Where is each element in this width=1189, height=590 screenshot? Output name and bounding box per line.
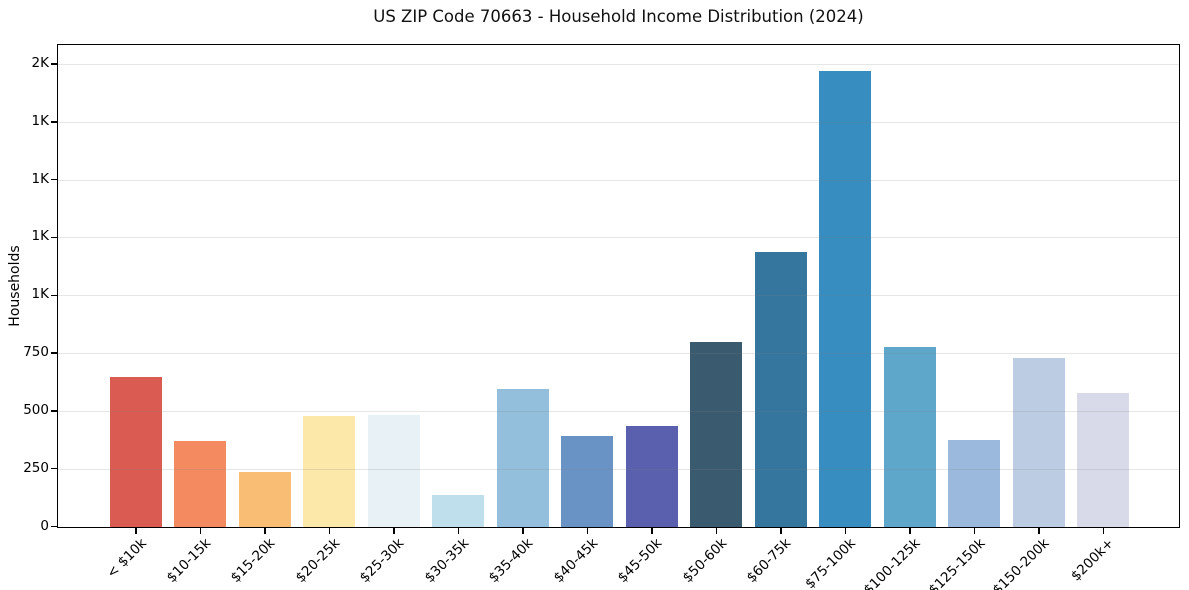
x-tick-label: $45-50k [614,535,666,586]
bar-$20-25k [303,416,355,527]
bar-$75-100k [819,71,871,527]
y-tick-label: 750 [23,344,49,361]
x-tick-mark [780,528,782,534]
y-tick-label: 250 [23,459,49,476]
x-tick-label: $30-35k [421,535,473,586]
y-tick-mark [51,178,58,181]
x-tick-mark [1038,528,1040,534]
gridline [58,64,1179,65]
y-tick-mark [51,236,58,239]
x-tick-mark [1102,528,1105,534]
x-tick-label: $50-60k [679,535,731,586]
x-tick-label: $125-150k [925,535,989,590]
x-tick-mark [393,528,395,534]
x-tick-mark [457,528,460,534]
x-tick-mark [651,528,653,534]
y-tick-mark [51,294,58,296]
x-tick-label: $100-125k [860,535,924,590]
bar-$60-75k [754,251,807,527]
y-tick-label: 1K [31,112,49,129]
bar-$35-40k [496,389,549,527]
gridline [58,237,1179,239]
bars-layer [58,45,1179,527]
y-tick-mark [51,525,58,528]
gridlines-layer [58,45,1179,527]
bar-$15-20k [238,471,291,527]
y-tick-mark [51,121,58,123]
x-tick-label: $40-45k [550,535,602,586]
x-tick-mark [328,528,331,534]
chart-title: US ZIP Code 70663 - Household Income Dis… [373,7,864,26]
gridline [58,468,1179,470]
x-tick-label: $25-30k [356,535,408,586]
gridline [58,410,1179,412]
x-tick-label: $75-100k [802,535,860,590]
bar-$30-35k [432,494,484,527]
y-tick-mark [51,63,58,65]
y-tick-label: 500 [23,401,49,418]
bar-$50-60k [690,342,742,527]
bar-$10-15k [174,441,226,527]
bar-$150-200k [1012,358,1065,527]
y-tick-label: 0 [40,517,49,534]
x-tick-mark [199,528,202,534]
bar-< $10k [109,376,162,527]
bar-$200k+ [1077,392,1129,527]
bar-$40-45k [561,435,613,527]
x-tick-mark [135,528,137,534]
gridline [58,295,1179,297]
gridline [58,121,1179,123]
x-tick-mark [909,528,911,534]
y-axis-label: Households [7,245,23,327]
x-tick-label: $35-40k [485,535,537,586]
x-tick-label: < $10k [103,535,150,582]
x-tick-mark [586,528,589,534]
x-tick-mark [844,528,847,534]
x-tick-mark [973,528,976,534]
bar-$125-150k [948,440,1000,527]
bar-$45-50k [625,426,678,527]
x-tick-label: $200k+ [1067,535,1118,585]
x-tick-mark [264,528,266,534]
x-tick-label: $15-20k [227,535,279,586]
gridline [58,353,1179,355]
y-tick-mark [51,467,58,470]
x-tick-label: $150-200k [989,535,1053,590]
x-tick-label: $20-25k [292,535,344,586]
x-tick-label: $10-15k [163,535,215,586]
y-tick-label: 1K [31,170,49,187]
x-tick-mark [522,528,524,534]
x-tick-mark [715,528,718,534]
y-tick-label: 2K [31,55,49,71]
x-tick-label: $60-75k [743,535,795,586]
gridline [58,179,1179,181]
plot-area [57,44,1180,528]
bar-$100-125k [883,346,936,527]
y-tick-label: 1K [31,228,49,245]
bar-$25-30k [367,414,420,527]
y-tick-mark [51,352,58,354]
y-tick-mark [51,410,58,412]
y-tick-label: 1K [31,286,49,303]
